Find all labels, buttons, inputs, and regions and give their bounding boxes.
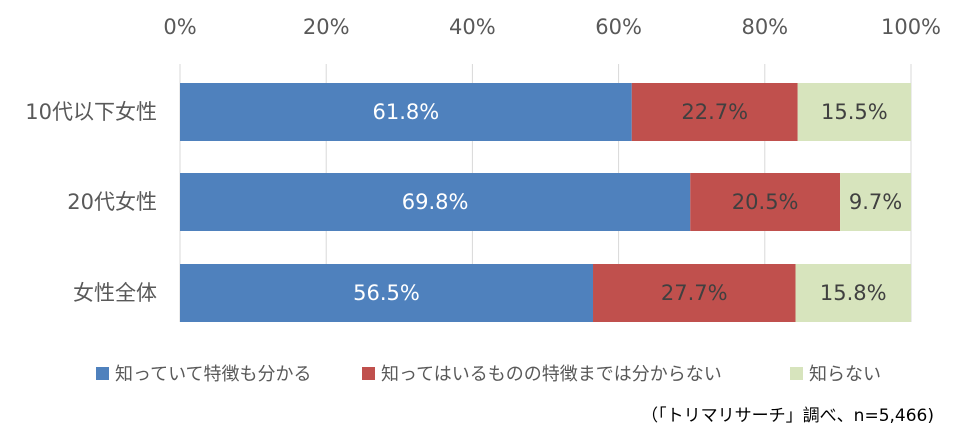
category-label: 女性全体 [73,281,157,305]
bar-segment [690,173,841,231]
data-label: 9.7% [849,190,902,214]
x-axis-ticks: 0% 20% 40% 60% 80% 100% [163,15,941,39]
bar-segment [795,264,911,322]
x-tick-label: 40% [449,15,496,39]
legend-item-unknown: 知らない [790,360,881,386]
data-label: 56.5% [353,281,420,305]
bar-segment [180,173,691,231]
legend-item-known-features: 知っていて特徴も分かる [96,360,312,386]
data-label: 20.5% [732,190,799,214]
bar-segment [840,173,911,231]
legend-swatch [96,366,109,380]
x-tick-label: 100% [881,15,941,39]
x-tick-label: 0% [163,15,196,39]
data-label: 69.8% [402,190,469,214]
category-label: 10代以下女性 [25,100,157,124]
bars [180,83,911,322]
bar-segment [180,83,632,141]
source-note: （「トリマリサーチ」調べ、n=5,466) [641,406,934,426]
legend-swatch [790,366,803,380]
data-label: 22.7% [681,100,748,124]
bar-segment [593,264,796,322]
data-label: 27.7% [661,281,728,305]
data-label: 15.8% [820,281,887,305]
x-tick-label: 60% [595,15,642,39]
data-label: 61.8% [373,100,440,124]
bar-segment [180,264,594,322]
data-label: 15.5% [821,100,888,124]
x-tick-label: 20% [303,15,350,39]
category-label: 20代女性 [67,190,157,214]
legend-swatch [362,366,375,380]
bar-segment [797,83,911,141]
legend-label: 知らない [809,364,881,385]
legend-label: 知っていて特徴も分かる [115,364,312,385]
bar-segment [631,83,798,141]
legend-label: 知ってはいるものの特徴までは分からない [381,364,722,385]
legend-item-known-only: 知ってはいるものの特徴までは分からない [362,360,722,386]
data-labels: 61.8% 22.7% 15.5% 69.8% 20.5% 9.7% 56.5% 27.7% 1… [353,100,902,305]
legend: 知っていて特徴も分かる 知ってはいるものの特徴までは分からない 知らない [0,360,960,390]
x-tick-label: 80% [741,15,788,39]
